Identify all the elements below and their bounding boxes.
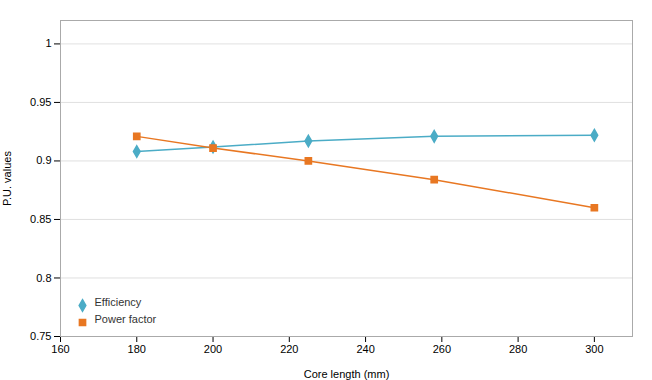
svg-text:P.U. values: P.U. values	[1, 151, 13, 206]
svg-text:0.85: 0.85	[30, 213, 51, 225]
svg-text:0.9: 0.9	[36, 154, 51, 166]
svg-text:280: 280	[509, 343, 527, 355]
svg-text:220: 220	[280, 343, 298, 355]
svg-text:Efficiency: Efficiency	[95, 296, 142, 308]
svg-text:200: 200	[204, 343, 222, 355]
svg-text:Power factor: Power factor	[95, 313, 157, 325]
svg-text:240: 240	[356, 343, 374, 355]
svg-text:160: 160	[51, 343, 69, 355]
svg-text:Core length (mm): Core length (mm)	[304, 368, 390, 380]
svg-text:0.95: 0.95	[30, 96, 51, 108]
svg-text:1: 1	[45, 37, 51, 49]
svg-text:0.75: 0.75	[30, 330, 51, 342]
svg-text:260: 260	[433, 343, 451, 355]
svg-text:300: 300	[585, 343, 603, 355]
svg-text:0.8: 0.8	[36, 272, 51, 284]
svg-text:180: 180	[128, 343, 146, 355]
